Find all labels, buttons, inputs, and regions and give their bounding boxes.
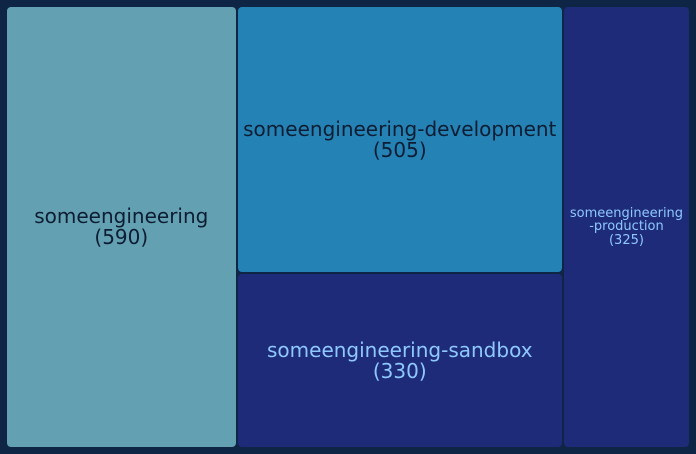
tile-label-line-1: someengineering bbox=[569, 205, 684, 221]
tile-value: (590) bbox=[94, 225, 149, 249]
tile-someengineering-production[interactable]: someengineering -production (325) bbox=[563, 7, 689, 447]
tile-someengineering[interactable]: someengineering (590) bbox=[7, 7, 236, 447]
tile-someengineering-sandbox[interactable]: someengineering-sandbox (330) bbox=[237, 274, 562, 447]
tile-label: someengineering-sandbox bbox=[267, 337, 533, 362]
tile-label: someengineering bbox=[34, 204, 209, 228]
tile-value: (330) bbox=[372, 358, 427, 383]
tile-label: someengineering-development bbox=[243, 116, 557, 141]
tile-someengineering-development[interactable]: someengineering-development (505) bbox=[237, 7, 562, 273]
tile-label-line-2: -production bbox=[589, 219, 664, 235]
tile-value: (325) bbox=[608, 232, 644, 248]
tile-value: (505) bbox=[372, 137, 427, 162]
